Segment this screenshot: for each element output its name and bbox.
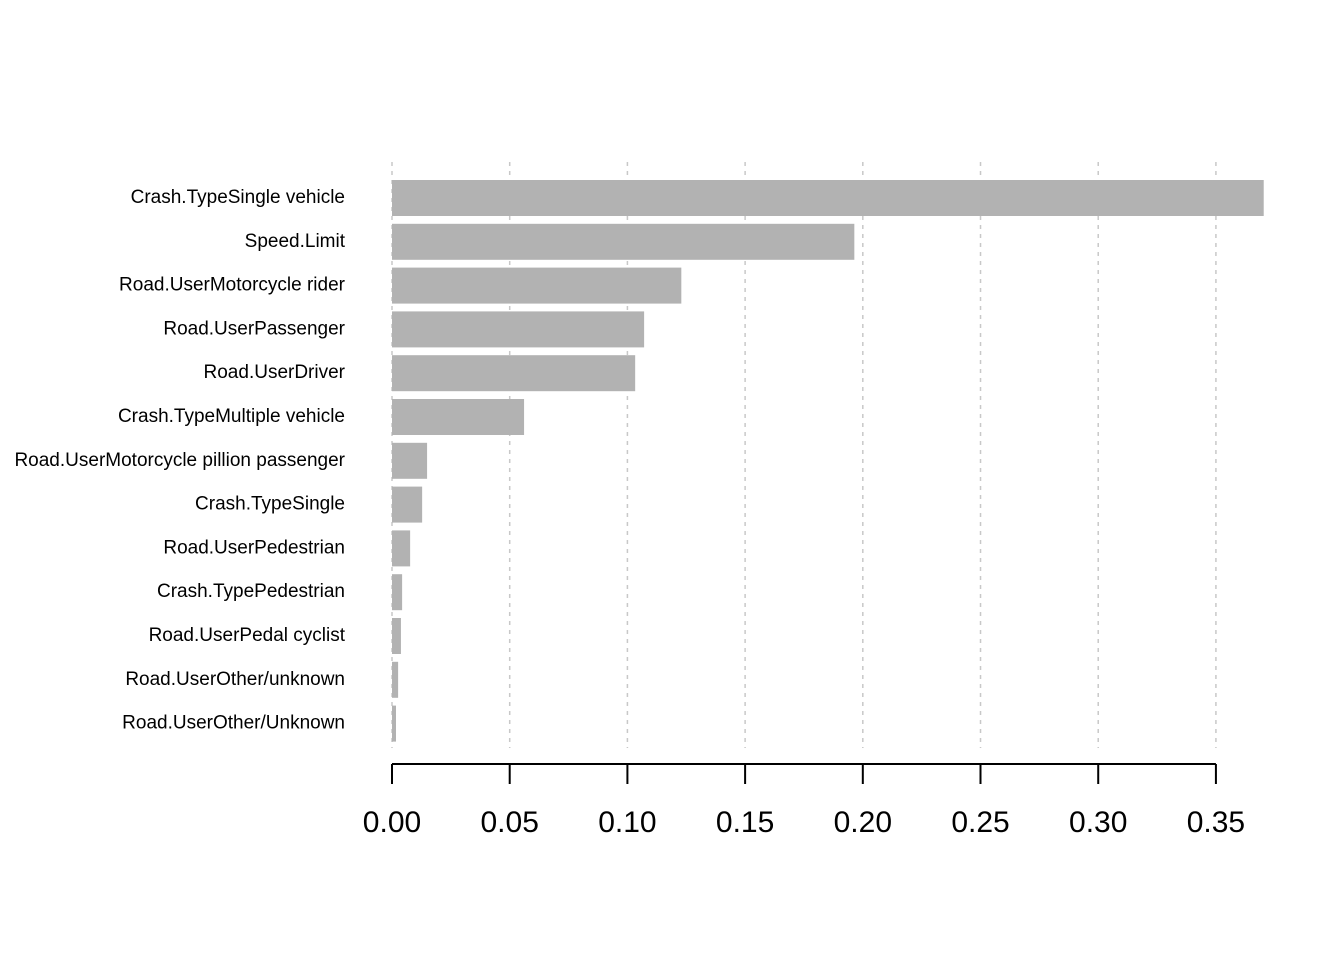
bar (392, 618, 401, 654)
x-tick-label: 0.10 (598, 806, 656, 839)
bar (392, 661, 399, 698)
y-tick-label: Road.UserOther/unknown (125, 669, 345, 690)
bar (392, 267, 682, 304)
y-tick-label: Road.UserPedestrian (163, 537, 345, 558)
y-tick-label: Crash.TypeSingle (195, 494, 345, 515)
bar (392, 705, 397, 742)
y-tick-label: Crash.TypeMultiple vehicle (118, 406, 345, 427)
y-tick-label: Road.UserMotorcycle pillion passenger (14, 450, 345, 471)
bar (392, 355, 636, 392)
x-tick-label: 0.30 (1069, 806, 1127, 839)
y-tick-label: Crash.TypePedestrian (157, 581, 345, 602)
bar (392, 486, 423, 523)
x-tick-label: 0.15 (716, 806, 774, 839)
x-tick-label: 0.20 (834, 806, 892, 839)
x-tick-label: 0.35 (1187, 806, 1245, 839)
x-tick-label: 0.25 (951, 806, 1009, 839)
bar (392, 399, 525, 435)
y-tick-label: Road.UserDriver (204, 362, 346, 383)
bar (392, 574, 403, 611)
bar (392, 223, 855, 260)
bar (392, 530, 411, 567)
bar (392, 442, 428, 479)
y-tick-label: Road.UserPassenger (163, 318, 345, 339)
y-tick-label: Road.UserMotorcycle rider (119, 275, 346, 296)
x-tick-label: 0.05 (481, 806, 539, 839)
y-tick-label: Speed.Limit (245, 231, 346, 252)
x-tick-label: 0.00 (363, 806, 421, 839)
bar (392, 180, 1264, 216)
y-tick-label: Crash.TypeSingle vehicle (131, 187, 345, 208)
bar (392, 311, 645, 348)
y-tick-label: Road.UserPedal cyclist (149, 625, 346, 646)
y-tick-label: Road.UserOther/Unknown (122, 713, 345, 734)
